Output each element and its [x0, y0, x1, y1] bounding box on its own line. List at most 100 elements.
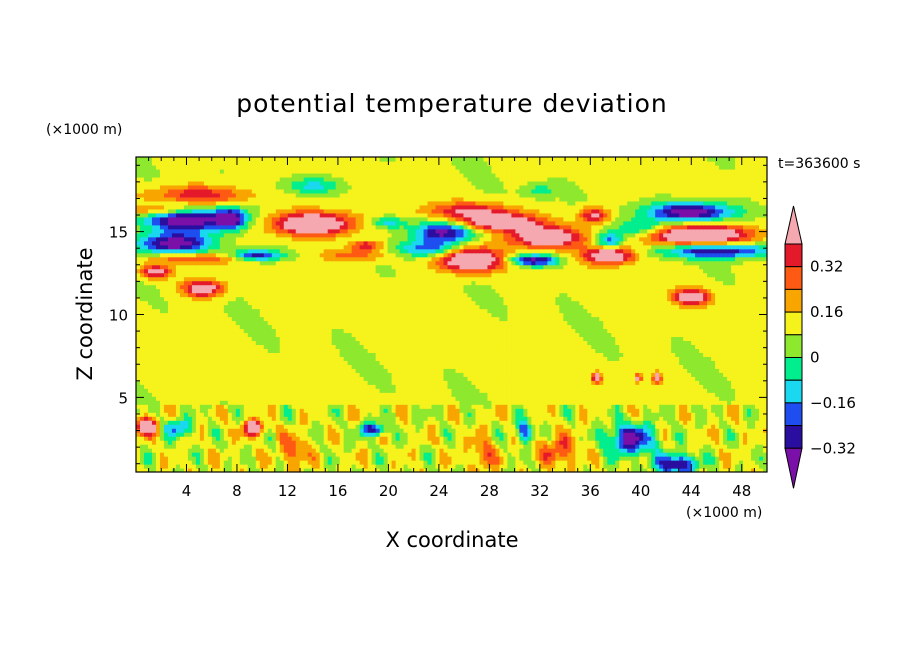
- heatmap-cell: [599, 384, 604, 389]
- heatmap-cell: [347, 348, 353, 353]
- heatmap-cell: [743, 396, 748, 401]
- heatmap-cell: [403, 380, 409, 385]
- heatmap-cell: [647, 428, 652, 433]
- heatmap-cell: [136, 356, 141, 361]
- heatmap-cell: [519, 404, 524, 409]
- heatmap-cell: [735, 364, 740, 369]
- heatmap-cell: [139, 456, 145, 461]
- heatmap-cell: [507, 372, 512, 377]
- heatmap-cell: [343, 444, 349, 449]
- heatmap-cell: [243, 456, 249, 461]
- heatmap-cell: [243, 396, 249, 401]
- heatmap-cell: [515, 440, 520, 445]
- heatmap-cell: [411, 448, 417, 453]
- heatmap-cell: [367, 352, 373, 357]
- heatmap-cell: [583, 444, 588, 449]
- heatmap-cell: [359, 412, 365, 417]
- heatmap-cell: [695, 436, 700, 441]
- heatmap-cell: [203, 400, 209, 405]
- heatmap-cell: [531, 384, 536, 389]
- heatmap-cell: [199, 416, 205, 421]
- heatmap-cell: [543, 464, 548, 469]
- heatmap-cell: [183, 396, 189, 401]
- heatmap-cell: [339, 364, 345, 369]
- heatmap-cell: [231, 428, 237, 433]
- heatmap-cell: [231, 392, 237, 397]
- heatmap-cell: [567, 456, 572, 461]
- heatmap-cell: [407, 352, 413, 357]
- heatmap-cell: [667, 444, 672, 449]
- heatmap-cell: [195, 448, 201, 453]
- heatmap-cell: [547, 460, 552, 465]
- heatmap-cell: [587, 420, 592, 425]
- heatmap-cell: [675, 436, 680, 441]
- heatmap-cell: [403, 408, 409, 413]
- heatmap-cell: [479, 348, 485, 353]
- heatmap-cell: [387, 380, 393, 385]
- heatmap-cell: [483, 440, 489, 445]
- heatmap-cell: [623, 388, 628, 393]
- heatmap-cell: [615, 368, 620, 373]
- heatmap-cell: [559, 400, 564, 405]
- heatmap-cell: [619, 468, 624, 472]
- heatmap-cell: [523, 440, 528, 445]
- heatmap-cell: [631, 372, 636, 377]
- heatmap-cell: [383, 432, 389, 437]
- heatmap-cell: [291, 368, 297, 373]
- heatmap-cell: [395, 380, 401, 385]
- heatmap-cell: [255, 452, 261, 457]
- heatmap-cell: [415, 464, 421, 469]
- heatmap-cell: [399, 344, 405, 349]
- heatmap-cell: [275, 452, 281, 457]
- heatmap-cell: [619, 360, 624, 365]
- heatmap-cell: [659, 364, 664, 369]
- heatmap-cell: [231, 352, 237, 357]
- heatmap-cell: [731, 420, 736, 425]
- heatmap-cell: [587, 452, 592, 457]
- heatmap-cell: [379, 400, 385, 405]
- heatmap-cell: [563, 372, 568, 377]
- heatmap-cell: [199, 464, 205, 469]
- heatmap-cell: [455, 392, 461, 397]
- heatmap-cell: [447, 364, 453, 369]
- heatmap-cell: [731, 444, 736, 449]
- heatmap-cell: [395, 392, 401, 397]
- heatmap-cell: [719, 356, 724, 361]
- heatmap-cell: [659, 396, 664, 401]
- heatmap-cell: [627, 456, 632, 461]
- heatmap-cell: [435, 412, 441, 417]
- heatmap-cell: [687, 356, 692, 361]
- heatmap-cell: [151, 392, 157, 397]
- heatmap-cell: [695, 396, 700, 401]
- heatmap-cell: [187, 352, 193, 357]
- heatmap-cell: [231, 408, 237, 413]
- heatmap-cell: [203, 352, 209, 357]
- heatmap-cell: [743, 392, 748, 397]
- heatmap-cell: [283, 440, 289, 445]
- heatmap-cell: [235, 452, 241, 457]
- heatmap-cell: [755, 376, 760, 381]
- heatmap-cell: [271, 444, 277, 449]
- heatmap-cell: [375, 408, 381, 413]
- heatmap-cell: [591, 468, 596, 472]
- heatmap-cell: [583, 452, 588, 457]
- heatmap-cell: [155, 368, 161, 373]
- heatmap-cell: [231, 468, 237, 472]
- heatmap-cell: [136, 392, 141, 397]
- heatmap-cell: [527, 396, 532, 401]
- heatmap-cell: [327, 416, 333, 421]
- heatmap-cell: [631, 400, 636, 405]
- heatmap-cell: [203, 456, 209, 461]
- heatmap-cell: [307, 372, 313, 377]
- heatmap-cell: [259, 364, 265, 369]
- heatmap-cell: [491, 384, 497, 389]
- heatmap-cell: [755, 364, 760, 369]
- heatmap-cell: [283, 380, 289, 385]
- heatmap-cell: [419, 448, 425, 453]
- heatmap-cell: [159, 420, 165, 425]
- heatmap-cell: [215, 416, 221, 421]
- heatmap-cell: [567, 412, 572, 417]
- heatmap-cell: [223, 432, 229, 437]
- heatmap-cell: [491, 436, 497, 441]
- heatmap-cell: [319, 344, 325, 349]
